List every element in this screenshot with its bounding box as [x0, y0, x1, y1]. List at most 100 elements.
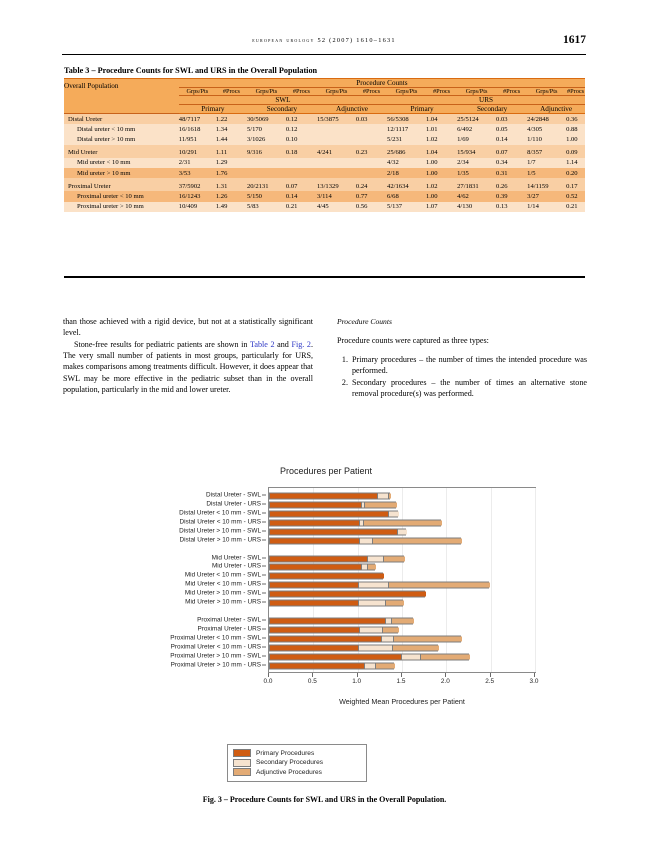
chart-y-tick: [262, 628, 266, 630]
table-cell: 1.00: [566, 135, 578, 143]
chart-y-tick: [262, 637, 266, 639]
chart-y-label: Distal Ureter - URS: [206, 500, 261, 508]
chart-y-label: Proximal Ureter < 10 mm - URS: [170, 643, 261, 651]
chart-y-tick: [262, 521, 266, 523]
chart-bar-segment-adjunctive: [394, 636, 463, 642]
chart-bar-segment-secondary: [358, 600, 387, 606]
chart-bar-segment-secondary: [368, 556, 385, 562]
table-cell: [247, 168, 286, 178]
table-modality-header-swl: SWL: [178, 95, 388, 105]
para2-part-a: Stone-free results for pediatric patient…: [74, 339, 250, 349]
chart-bar-segment-adjunctive: [420, 654, 471, 660]
table-cell: 5/137: [387, 203, 403, 211]
chart-y-label: Mid Ureter - SWL: [211, 554, 261, 562]
table-cell: 0.10: [285, 135, 298, 143]
chart-bar-segment-primary: [270, 502, 363, 508]
table-cell: 0.56: [355, 203, 368, 211]
chart-x-tick: [445, 673, 447, 677]
chart-y-tick: [262, 539, 266, 541]
table-row-label: Distal Ureter: [68, 115, 103, 123]
table-measure-header: Grps/Pts: [255, 88, 278, 95]
table-cell: 0.14: [496, 135, 508, 143]
chart-bar: [269, 662, 395, 670]
table-cell: 1.44: [215, 135, 228, 143]
chart-bar-segment-primary: [270, 591, 427, 597]
chart-y-label: Mid Ureter - URS: [211, 562, 261, 570]
table-cell: 12/1117: [387, 125, 409, 133]
chart-bar-segment-primary: [270, 556, 369, 562]
table-group-gap: [64, 178, 585, 182]
chart-bar-segment-secondary: [397, 529, 407, 535]
header-rule: [62, 54, 586, 56]
table-cell: 4/45: [317, 203, 329, 211]
chart-bar: [269, 572, 385, 580]
table-group-gap: [64, 144, 585, 148]
chart-x-tick: [268, 673, 269, 677]
chart-x-tick: [356, 673, 358, 677]
chart-plot-area: [268, 487, 536, 673]
body-column-left: than those achieved with a rigid device,…: [63, 316, 313, 395]
table-cell: 1.76: [215, 169, 228, 177]
chart-gridline: [357, 488, 359, 672]
table-cell: 4/62: [457, 192, 469, 200]
table-title: Table 3 – Procedure Counts for SWL and U…: [64, 66, 318, 75]
table-cell: 0.18: [285, 149, 298, 157]
chart-bar-segment-adjunctive: [388, 493, 392, 499]
chart-y-label: Distal Ureter - SWL: [205, 491, 261, 499]
table-cell: 4/305: [527, 125, 543, 133]
table-cell: 0.13: [496, 203, 508, 211]
table-row-label: Mid Ureter: [68, 149, 98, 157]
link-fig-2[interactable]: Fig. 2: [291, 339, 311, 349]
table-row-label: Proximal ureter < 10 mm: [77, 192, 144, 200]
chart-x-axis-title: Weighted Mean Procedures per Patient: [339, 697, 465, 706]
table-row-label: Proximal ureter > 10 mm: [77, 203, 144, 211]
chart-x-tick: [312, 673, 314, 677]
table-row: Distal ureter < 10 mm 16/1618 1.34 5/170 0.1…: [64, 124, 585, 135]
list-item: Primary procedures – the number of times…: [350, 354, 587, 377]
table-measure-header: Grps/Pts: [186, 88, 209, 95]
chart-bar-segment-primary: [270, 645, 359, 651]
table-cell: 0.05: [496, 125, 508, 133]
chart-x-label: 1.0: [352, 678, 362, 685]
table-row: Proximal ureter > 10 mm 10/409 1.49 5/83 0.2…: [64, 201, 585, 212]
chart-bar: [269, 599, 404, 607]
chart-bar-segment-primary: [270, 654, 403, 660]
table-row: Mid ureter > 10 mm 3/53 1.76 2/18 1.00 1/35 0.…: [64, 167, 585, 179]
chart-bar-segment-adjunctive: [388, 582, 490, 588]
chart-x-label: 2.5: [485, 678, 495, 685]
table-cell: 3/1026: [246, 135, 266, 143]
chart-y-tick: [262, 583, 266, 585]
table-cell: 0.09: [566, 149, 578, 157]
table-cell: 15/3875: [317, 115, 339, 123]
chart-bar: [269, 590, 427, 598]
table-cell: 0.03: [496, 115, 508, 123]
table-cell: 4/32: [387, 159, 399, 167]
chart-gridline: [446, 488, 448, 672]
table-cell: 1.29: [215, 159, 228, 167]
chart-bar: [269, 492, 392, 500]
table-cell: 48/7117: [178, 115, 201, 123]
chart-bar-segment-adjunctive: [383, 627, 399, 633]
chart-bar-segment-secondary: [402, 654, 421, 660]
chart-y-axis: Distal Ureter - SWL Distal Ureter - URS Di…: [96, 487, 266, 673]
chart-y-tick: [262, 530, 266, 532]
chart-bar-segment-primary: [270, 627, 361, 633]
chart-gridline: [535, 488, 536, 672]
chart-y-tick: [262, 512, 266, 514]
table-cell: [247, 158, 286, 168]
chart-x-label: 1.5: [396, 678, 406, 685]
table-cell: 5/150: [246, 192, 262, 200]
chart-bar: [269, 653, 471, 661]
chart-bar-segment-secondary: [358, 645, 394, 651]
link-table-2[interactable]: Table 2: [249, 339, 275, 349]
table-cell: 0.21: [285, 203, 298, 211]
table-cell: 25/5124: [457, 115, 479, 123]
table-cell: 37/5902: [178, 182, 201, 190]
chart-x-label: 3.0: [529, 678, 539, 685]
table-measure-header: Grps/Pts: [535, 88, 558, 95]
table-modality-header-urs: URS: [387, 95, 585, 105]
table-cell: 0.21: [566, 203, 578, 211]
table-cell: 0.39: [496, 192, 508, 200]
table-row: Proximal Ureter 37/5902 1.31 20/2131 0.07 13/…: [64, 181, 585, 192]
